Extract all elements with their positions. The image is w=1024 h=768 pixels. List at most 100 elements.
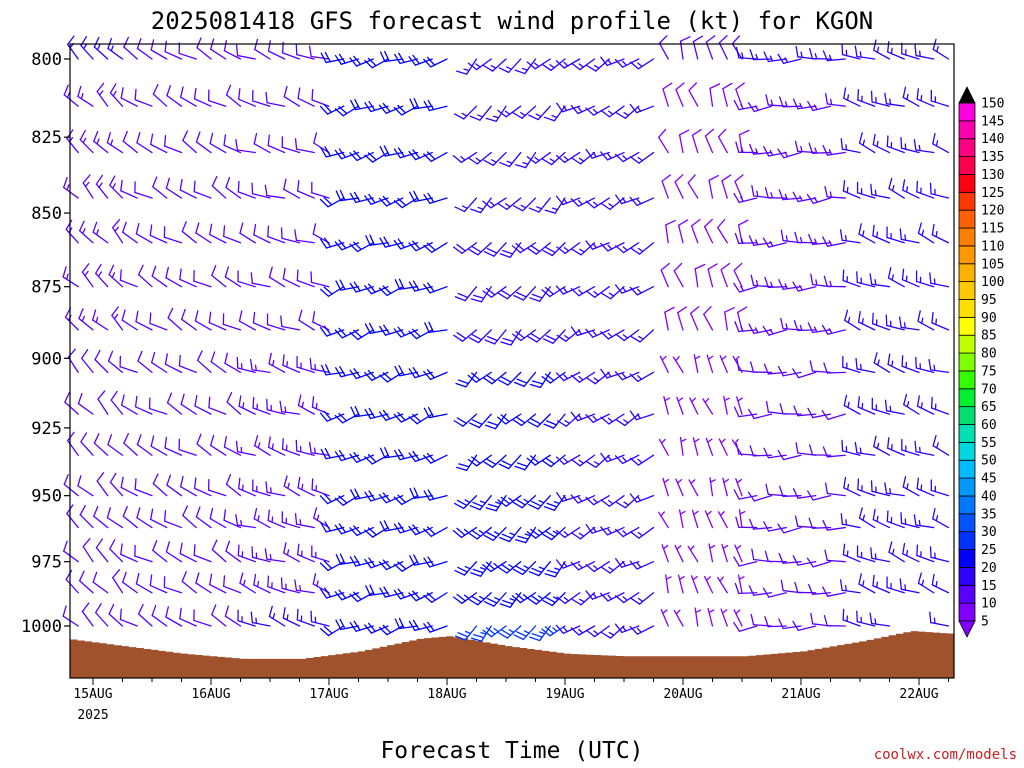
wind-barb <box>722 477 730 497</box>
colorbar-swatch <box>958 156 976 175</box>
wind-barb <box>165 606 183 627</box>
wind-barb <box>364 407 389 420</box>
wind-barb <box>484 413 507 430</box>
wind-barb <box>542 526 566 541</box>
wind-barb <box>762 587 787 598</box>
wind-barb <box>888 541 905 563</box>
wind-barb <box>748 408 773 420</box>
wind-barb <box>393 147 419 159</box>
wind-barb <box>692 35 704 60</box>
colorbar-swatch <box>958 299 976 318</box>
wind-barb <box>364 453 389 465</box>
wind-barb <box>335 553 360 565</box>
wind-barb <box>423 489 448 501</box>
wind-barb <box>310 271 330 288</box>
wind-barb <box>585 148 610 159</box>
wind-barb <box>309 357 330 374</box>
colorbar-tick-label: 75 <box>981 364 997 379</box>
wind-barb <box>720 262 731 288</box>
credit-text: coolwx.com/models <box>874 747 1017 763</box>
wind-barb <box>497 197 522 211</box>
wind-barb <box>67 431 79 456</box>
wind-barb <box>615 105 640 119</box>
wind-barb <box>902 179 920 199</box>
wind-barb <box>886 576 905 594</box>
wind-barb <box>543 105 566 122</box>
wind-barb <box>526 526 551 539</box>
wind-barb <box>467 454 492 467</box>
wind-barb <box>733 99 758 111</box>
wind-barb <box>122 505 138 529</box>
wind-barb <box>809 47 832 60</box>
wind-barb <box>658 438 669 456</box>
wind-barb <box>902 542 920 563</box>
wind-barb <box>393 522 419 534</box>
wind-barb <box>497 625 522 639</box>
wind-barb <box>311 478 330 497</box>
wind-barb <box>806 193 832 204</box>
wind-barb <box>764 550 787 563</box>
wind-barb <box>585 625 610 638</box>
x-tick-label: 21AUG <box>781 687 820 702</box>
wind-barb <box>735 82 745 107</box>
wind-barb <box>614 284 640 294</box>
wind-barb <box>408 280 433 292</box>
wind-barb <box>236 356 256 374</box>
wind-barb <box>794 231 817 244</box>
wind-barb <box>571 592 596 606</box>
wind-barb <box>223 225 242 244</box>
wind-barb <box>718 35 728 60</box>
wind-barb <box>283 542 301 563</box>
wind-barb <box>311 181 330 199</box>
wind-barb <box>600 526 625 536</box>
wind-barb <box>193 270 212 288</box>
wind-barb <box>736 306 748 331</box>
wind-barb <box>379 145 404 157</box>
wind-barb <box>733 192 758 204</box>
wind-barb <box>268 605 286 627</box>
wind-barb <box>556 242 581 254</box>
wind-barb <box>900 512 920 529</box>
wind-barb <box>349 525 374 537</box>
wind-barb <box>470 625 492 642</box>
wind-barb <box>705 437 714 456</box>
wind-barb <box>780 229 802 244</box>
wind-barb <box>629 58 655 70</box>
wind-barb <box>932 434 950 456</box>
wind-barb <box>762 237 787 248</box>
wind-barb <box>663 396 671 415</box>
wind-barb <box>320 521 345 533</box>
wind-barb <box>296 608 315 627</box>
wind-barb <box>196 37 212 60</box>
wind-barb <box>824 185 846 199</box>
wind-barb <box>364 526 389 538</box>
wind-barb <box>529 371 551 389</box>
wind-barb <box>456 454 478 471</box>
wind-barb <box>497 286 522 300</box>
colorbar-tick-label: 150 <box>981 97 1004 112</box>
wind-barb <box>163 576 183 594</box>
wind-barb <box>379 447 404 459</box>
wind-barb <box>932 132 950 154</box>
wind-barb <box>320 146 345 158</box>
wind-barb <box>736 359 758 374</box>
wind-barb <box>334 495 360 506</box>
wind-barb <box>542 151 566 166</box>
wind-barb <box>707 263 718 288</box>
wind-barb <box>294 513 315 529</box>
wind-barb <box>600 56 625 67</box>
wind-barb <box>178 42 197 60</box>
wind-barb <box>887 353 905 374</box>
colorbar-tick-label: 85 <box>981 329 997 344</box>
wind-barb <box>842 608 861 627</box>
colorbar-swatch <box>958 120 976 140</box>
wind-barb <box>903 393 920 415</box>
wind-barb <box>122 130 138 154</box>
wind-barb <box>297 179 315 199</box>
wind-barb <box>541 454 566 468</box>
wind-barb <box>335 366 360 378</box>
wind-barb <box>748 235 773 246</box>
wind-barb <box>253 573 271 594</box>
wind-barb <box>842 269 861 288</box>
wind-barb <box>151 351 168 374</box>
